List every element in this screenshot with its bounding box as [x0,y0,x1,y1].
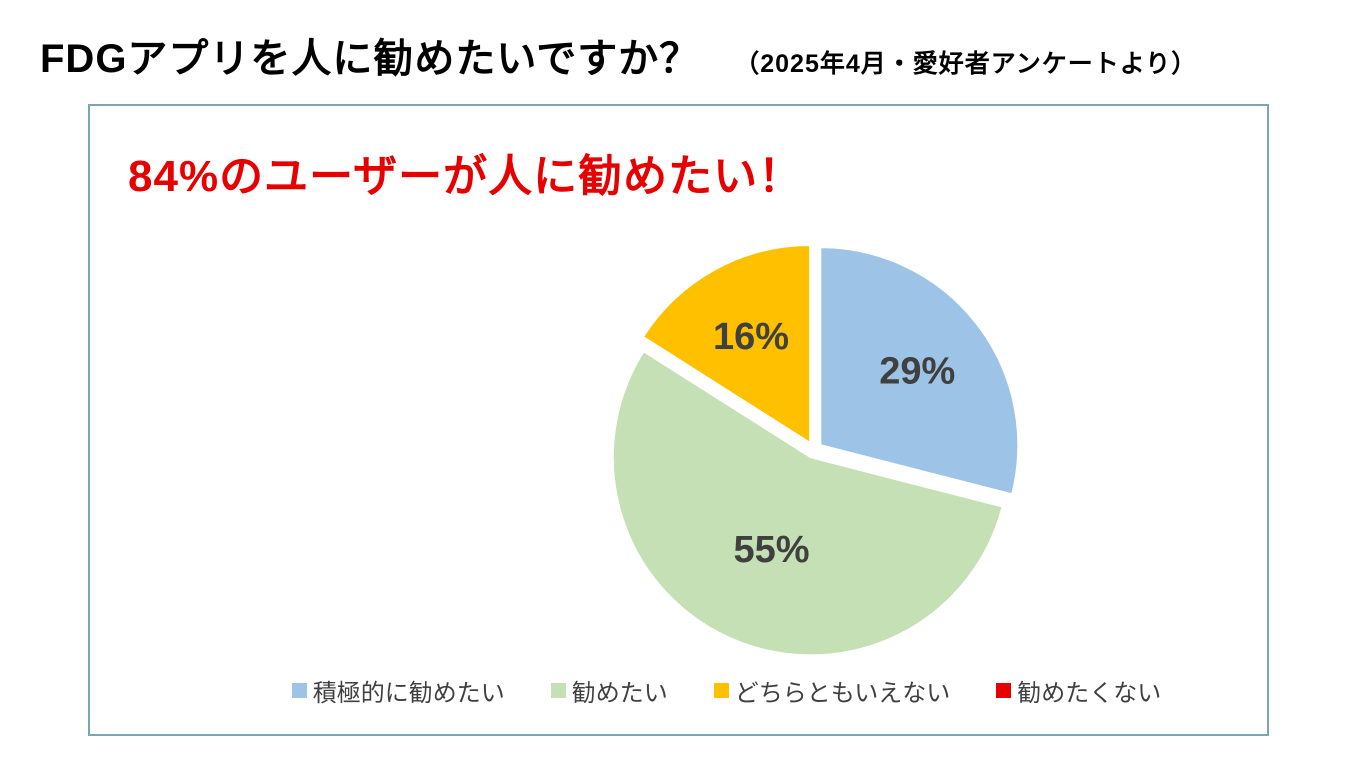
headline-annotation: 84%のユーザーが人に勧めたい！ [128,152,804,201]
pie-data-label-3: 16% [713,316,789,358]
pie-slice-2 [611,350,1004,657]
pie-data-label-2: 55% [733,529,809,571]
legend-label-3: どちらともいえない [734,680,951,707]
legend-item-3: どちらともいえない [713,673,951,708]
legend-marker-2 [550,683,566,698]
pie-slice-1 [819,246,1020,496]
legend-marker-1 [291,683,307,698]
chart-legend: 積極的に勧めたい 勧めたい どちらともいえない 勧めたくない [90,673,1267,708]
results-panel: 84%のユーザーが人に勧めたい！ 29% 55% 16% 積極的に勧めたい 勧めたい ど… [88,104,1269,736]
legend-item-2: 勧めたい [550,673,668,708]
page-title-note: （2025年4月・愛好者アンケートより） [734,50,1198,78]
pie-slice-3 [641,243,812,444]
legend-marker-3 [713,683,729,698]
legend-item-1: 積極的に勧めたい [291,673,505,708]
legend-label-2: 勧めたい [571,680,668,707]
page-title-main: FDGアプリを人に勧めたいですか？ [40,37,701,81]
legend-label-1: 積極的に勧めたい [312,680,505,707]
page-title: FDGアプリを人に勧めたいですか？ （2025年4月・愛好者アンケートより） [40,26,1197,84]
pie-chart: 29% 55% 16% [611,243,1020,657]
legend-marker-4 [996,683,1012,698]
legend-item-4: 勧めたくない [996,673,1161,708]
pie-data-label-1: 29% [879,351,955,393]
legend-label-4: 勧めたくない [1017,680,1162,707]
